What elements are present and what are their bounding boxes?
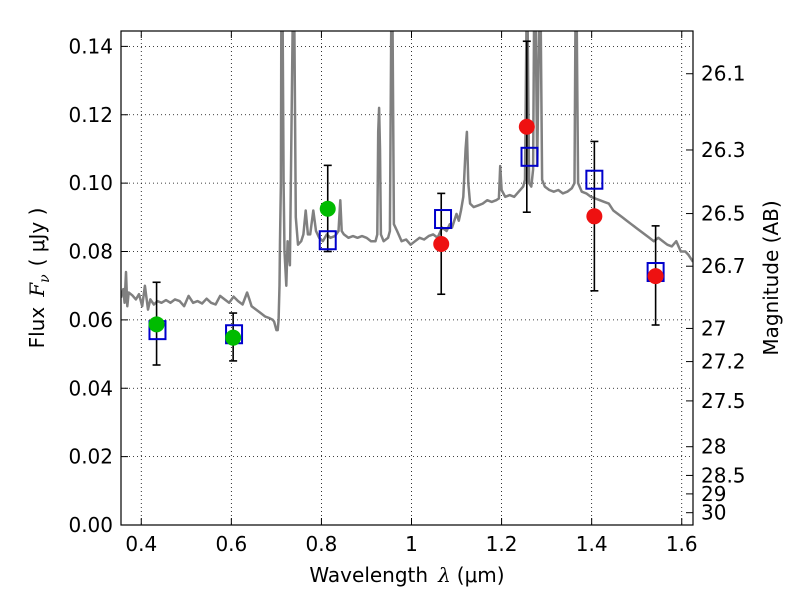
y-tick-label: 0.02 [68,445,113,469]
x-tick-label: 1.2 [486,532,518,556]
observed-point-marker [586,208,603,225]
observed-point-marker [319,200,336,217]
model-square-marker [318,230,337,251]
y-tick-label: 0.06 [68,308,113,332]
x-tick-label: 1 [405,532,418,556]
observed-point-marker [433,235,450,252]
x-axis: 0.4 0.6 0.8 1 1.2 1.4 1.6 [125,31,698,556]
y-axis-title: FluxFν( μJy ) [25,208,53,349]
x-tick-label: 0.6 [215,532,247,556]
model-square-marker [434,209,453,230]
y-tick-label: 0.12 [68,103,113,127]
y2-tick-label: 28 [701,435,726,459]
y2-tick-label: 29 [701,482,726,506]
spectrum-layer [121,31,693,332]
y2-tick-label: 27 [701,316,726,340]
y2-axis-title: Magnitude (AB) [759,200,783,355]
y-tick-label: 0.14 [68,34,113,58]
y-tick-label: 0.10 [68,171,113,195]
model-square-marker [585,169,604,190]
y-axis-left: 0.00 0.02 0.04 0.06 0.08 0.10 0.12 0.14 [68,34,128,537]
marker-layer [148,118,665,346]
model-square-marker [520,146,539,167]
x-tick-label: 0.4 [125,532,157,556]
y2-tick-label: 27.5 [701,389,746,413]
observed-point-marker [647,268,664,285]
x-tick-label: 1.6 [666,532,698,556]
x-axis-title: Wavelength λ (μm) [309,563,504,587]
x-tick-label: 1.4 [576,532,608,556]
observed-point-marker [518,118,535,135]
y2-tick-label: 26.3 [701,138,746,162]
x-tick-label: 0.8 [306,532,338,556]
y-tick-label: 0.00 [68,513,113,537]
y-tick-label: 0.04 [68,376,113,400]
observed-point-marker [148,316,165,333]
y2-tick-label: 26.7 [701,254,746,278]
observed-point-marker [225,329,242,346]
y-tick-label: 0.08 [68,240,113,264]
plot-frame [120,30,694,526]
y2-tick-label: 30 [701,501,726,525]
y2-tick-label: 26.1 [701,62,746,86]
y2-tick-label: 27.2 [701,350,746,374]
y2-tick-label: 28.5 [701,463,746,487]
spectrum-line [121,31,693,332]
y2-tick-label: 26.5 [701,202,746,226]
